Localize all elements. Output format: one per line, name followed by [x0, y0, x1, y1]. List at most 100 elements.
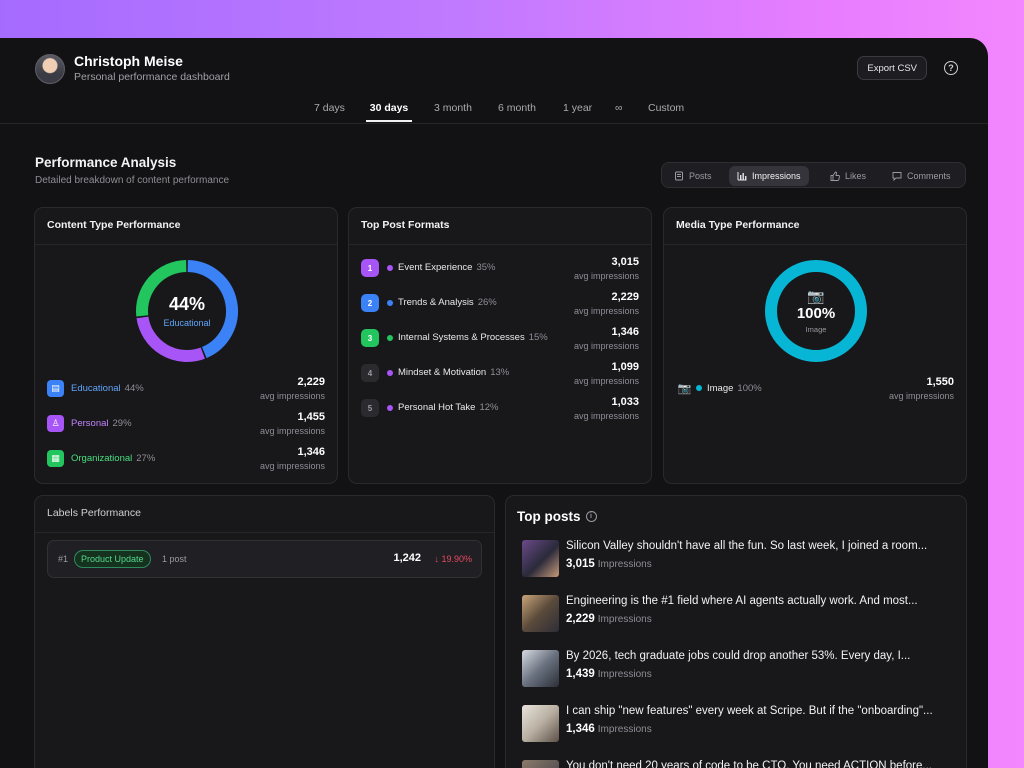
legend-label: Organizational — [71, 453, 133, 464]
content-type-donut: 44% Educational — [132, 256, 242, 366]
post-text: You don't need 20 years of code to be CT… — [566, 760, 932, 768]
legend-percent: 27% — [136, 453, 156, 464]
avatar[interactable] — [35, 54, 65, 84]
rank-badge: 3 — [361, 329, 379, 347]
metric-tab-impressions[interactable]: Impressions — [729, 166, 809, 186]
format-name: Event Experience 35% — [398, 262, 495, 273]
person-icon: ♙ — [47, 415, 64, 432]
post-impressions: 1,439 Impressions — [566, 668, 652, 680]
help-circle-icon[interactable]: ? — [944, 61, 958, 75]
range-tab-6-month[interactable]: 6 month — [498, 102, 536, 114]
post-thumbnail[interactable] — [522, 705, 559, 742]
post-impressions: 2,229 Impressions — [566, 613, 652, 625]
format-unit: avg impressions — [573, 271, 639, 281]
post-thumbnail[interactable] — [522, 760, 559, 768]
legend-label: Image — [707, 383, 734, 394]
top-post-item[interactable]: Engineering is the #1 field where AI age… — [522, 593, 954, 633]
legend-unit: avg impressions — [888, 391, 954, 401]
range-tabs: 7 days 30 days 3 month 6 month 1 year ∞ … — [0, 102, 988, 124]
range-tab-all-time[interactable]: ∞ — [615, 102, 623, 114]
top-post-item[interactable]: You don't need 20 years of code to be CT… — [522, 758, 954, 768]
legend-value: 1,550 — [926, 376, 954, 388]
export-csv-button[interactable]: Export CSV — [857, 56, 927, 80]
legend-percent: 44% — [124, 383, 144, 394]
metric-tab-posts[interactable]: Posts — [666, 166, 720, 186]
media-type-card: Media Type Performance 📷 100% Image 📷 Im… — [663, 207, 967, 484]
range-tab-custom[interactable]: Custom — [648, 102, 685, 114]
legend-name: Image 100% — [707, 383, 762, 394]
metric-tab-likes[interactable]: Likes — [822, 166, 874, 186]
legend-label: Personal — [71, 418, 109, 429]
card-title: Top Post Formats — [349, 208, 651, 245]
format-name: Mindset & Motivation 13% — [398, 367, 509, 378]
format-row[interactable]: 5 Personal Hot Take 12% 1,033 avg impression… — [361, 396, 639, 430]
range-tab-7-days[interactable]: 7 days — [314, 102, 345, 114]
post-thumbnail[interactable] — [522, 650, 559, 687]
donut-segment-image[interactable] — [765, 260, 867, 362]
format-name: Trends & Analysis 26% — [398, 297, 497, 308]
label-row[interactable]: #1 Product Update 1 post 1,242 ↓ 19.90% — [47, 540, 482, 578]
metric-tab-comments[interactable]: Comments — [884, 166, 959, 186]
format-percent: 35% — [476, 262, 496, 273]
label-pill[interactable]: Product Update — [74, 550, 151, 568]
book-icon: ▤ — [47, 380, 64, 397]
legend-row-organizational: ▦ Organizational 27% 1,346 avg impression… — [47, 446, 325, 476]
post-thumbnail[interactable] — [522, 595, 559, 632]
top-post-item[interactable]: I can ship "new features" every week at … — [522, 703, 954, 743]
thumbs-up-icon — [830, 171, 840, 181]
range-tab-3-month[interactable]: 3 month — [434, 102, 472, 114]
section-title: Performance Analysis — [35, 155, 177, 170]
donut-segment-organizational[interactable] — [136, 260, 187, 317]
post-thumbnail[interactable] — [522, 540, 559, 577]
legend-unit: avg impressions — [259, 426, 325, 436]
post-impressions-unit: Impressions — [597, 724, 652, 735]
top-post-item[interactable]: Silicon Valley shouldn't have all the fu… — [522, 538, 954, 578]
format-row[interactable]: 4 Mindset & Motivation 13% 1,099 avg impress… — [361, 361, 639, 395]
post-impressions-value: 1,439 — [566, 668, 595, 680]
legend-name: Personal 29% — [71, 418, 132, 429]
range-tab-30-days[interactable]: 30 days — [366, 102, 412, 122]
legend-value: 1,455 — [297, 411, 325, 423]
post-formats-card: Top Post Formats 1 Event Experience 35% 3,0… — [348, 207, 652, 484]
content-type-card: Content Type Performance 44% Educational… — [34, 207, 338, 484]
legend-row-image: 📷 Image 100% 1,550 avg impressions — [676, 376, 954, 406]
info-icon[interactable]: i — [585, 511, 597, 522]
format-dot — [387, 405, 393, 411]
format-dot — [387, 300, 393, 306]
card-title: Media Type Performance — [664, 208, 966, 245]
format-row[interactable]: 3 Internal Systems & Processes 15% 1,346 avg… — [361, 326, 639, 360]
top-posts-title: Top posts i — [517, 509, 597, 524]
format-value: 2,229 — [611, 291, 639, 303]
format-label: Internal Systems & Processes — [398, 332, 525, 343]
dashboard-window: Christoph Meise Personal performance das… — [0, 38, 988, 768]
format-percent: 12% — [479, 402, 499, 413]
legend-name: Organizational 27% — [71, 453, 155, 464]
bar-chart-icon — [737, 172, 747, 181]
donut-segment-educational[interactable] — [187, 260, 238, 359]
post-text: I can ship "new features" every week at … — [566, 705, 933, 717]
format-percent: 15% — [528, 332, 548, 343]
label-change: ↓ 19.90% — [434, 554, 472, 564]
format-label: Mindset & Motivation — [398, 367, 487, 378]
top-post-item[interactable]: By 2026, tech graduate jobs could drop a… — [522, 648, 954, 688]
metric-tab-label: Posts — [689, 171, 712, 181]
format-row[interactable]: 1 Event Experience 35% 3,015 avg impressions — [361, 256, 639, 290]
user-subtitle: Personal performance dashboard — [74, 71, 230, 83]
legend-value: 1,346 — [297, 446, 325, 458]
range-tab-1-year[interactable]: 1 year — [563, 102, 593, 114]
post-impressions-unit: Impressions — [597, 559, 652, 570]
legend-row-educational: ▤ Educational 44% 2,229 avg impressions — [47, 376, 325, 406]
format-label: Event Experience — [398, 262, 473, 273]
donut-center-value: 100% — [796, 305, 836, 322]
donut-segment-personal[interactable] — [136, 316, 205, 362]
format-percent: 13% — [490, 367, 510, 378]
donut-center-label: Educational — [163, 318, 211, 328]
donut-center-value: 44% — [168, 294, 206, 314]
top-posts-heading: Top posts — [517, 509, 581, 524]
format-row[interactable]: 2 Trends & Analysis 26% 2,229 avg impression… — [361, 291, 639, 325]
card-title: Content Type Performance — [35, 208, 337, 245]
post-text: Engineering is the #1 field where AI age… — [566, 595, 918, 607]
format-dot — [387, 265, 393, 271]
building-icon: ▦ — [47, 450, 64, 467]
format-label: Personal Hot Take — [398, 402, 476, 413]
